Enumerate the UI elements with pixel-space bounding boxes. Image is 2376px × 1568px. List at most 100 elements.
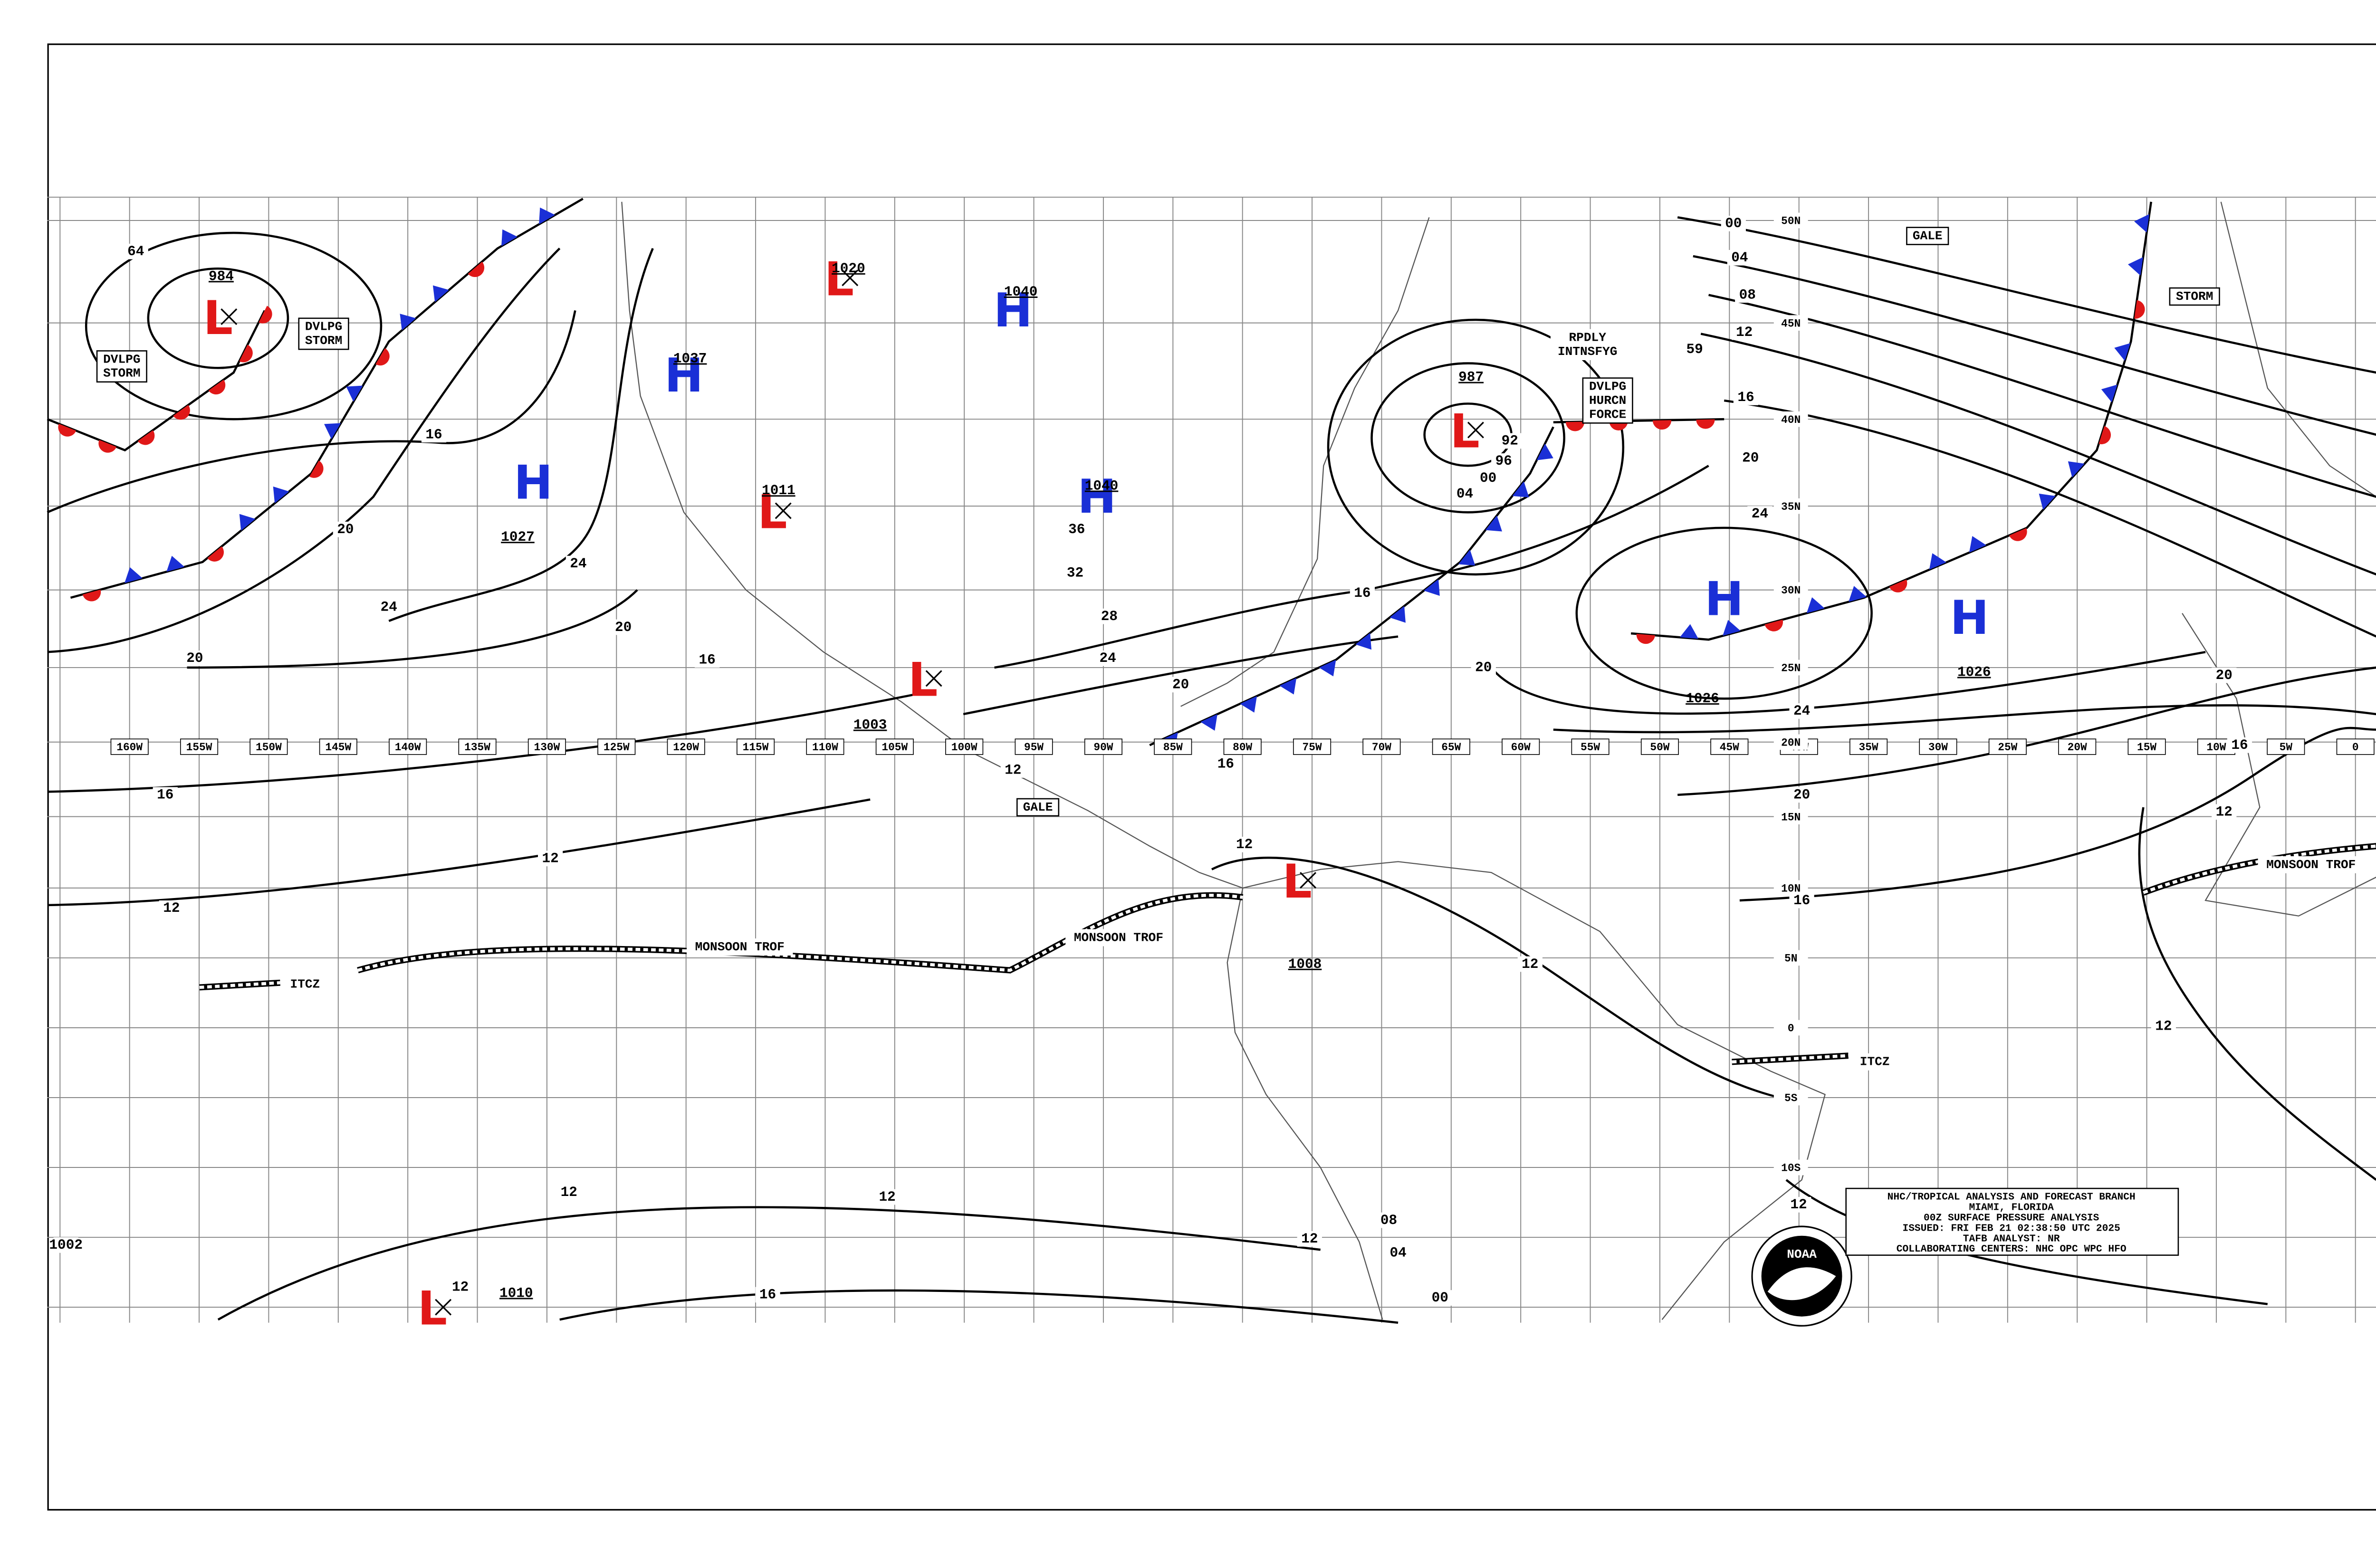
isobar-label-bg xyxy=(1747,506,1772,522)
isobar-label-bg xyxy=(1497,433,1523,449)
feature-label: FORCE xyxy=(1589,407,1626,421)
longitude-label-box xyxy=(1710,738,1749,755)
isobar-label: 16 xyxy=(425,427,442,443)
isobar-label-bg xyxy=(1063,565,1088,581)
cold-front-barb xyxy=(2068,461,2085,478)
cold-front-barb xyxy=(1969,536,1986,553)
feature-label: MONSOON TROF xyxy=(2266,858,2356,872)
isobar-label: 32 xyxy=(1067,565,1083,581)
front-line xyxy=(1630,201,2152,641)
isobar-label-bg xyxy=(53,1237,78,1253)
longitude-label-box xyxy=(110,738,149,755)
latitude-label-box xyxy=(1773,498,1808,514)
isobar-label: 96 xyxy=(1495,453,1512,469)
warm-front-barb xyxy=(1565,421,1585,431)
isobar-label-bg xyxy=(694,652,720,668)
isobar-label: 24 xyxy=(1099,650,1116,666)
isobar-label: 16 xyxy=(2231,737,2248,753)
longitude-label-box xyxy=(945,738,984,755)
isobar-label: 24 xyxy=(1752,506,1768,522)
isobar-label-bg xyxy=(2212,667,2237,683)
isobar-label: 12 xyxy=(879,1189,895,1205)
isobar-label: 24 xyxy=(1793,703,1810,719)
longitude-label: 75W xyxy=(1302,741,1322,754)
isobar-label-bg xyxy=(2227,737,2252,753)
longitude-label: 35W xyxy=(1859,741,1878,754)
latitude-label-box xyxy=(1773,315,1808,331)
warm-front-barb xyxy=(98,440,117,453)
isobar-label: 12 xyxy=(1005,762,1021,778)
labels: 160W 155W 150W 145W 140W 135W 130W 125W 120W 115W… xyxy=(49,212,2375,1336)
isobar-label-bg xyxy=(537,851,563,867)
center-cross xyxy=(775,502,792,519)
longitude-label: 65W xyxy=(1441,741,1461,754)
isobar-label-bg xyxy=(123,243,148,259)
isobar-label-bg xyxy=(1786,1197,1811,1213)
cold-front-barb xyxy=(1536,443,1553,460)
isobar-label-bg xyxy=(1376,1212,1401,1228)
isobar-label-bg xyxy=(153,787,178,803)
feature-label: GALE xyxy=(1913,229,1943,243)
warm-front-barb xyxy=(173,405,190,420)
isobar-label-bg xyxy=(333,521,358,537)
isobar-label-bg xyxy=(1789,703,1814,719)
noaa-logo: NOAA xyxy=(1751,1225,1852,1327)
front-line xyxy=(70,198,584,599)
isobar-label-bg xyxy=(1168,677,1193,693)
central-pressure: 1011 xyxy=(762,483,795,498)
feature-label-box xyxy=(2169,287,2220,306)
feature-label-box xyxy=(96,350,147,383)
central-pressure: 1020 xyxy=(832,261,865,277)
cold-front-barb xyxy=(1240,696,1257,713)
feature-label: DVLPG xyxy=(1589,379,1626,393)
longitude-label-box xyxy=(2058,738,2097,755)
longitude-label-box xyxy=(1015,738,1053,755)
feature-label: DVLPG xyxy=(103,352,140,366)
longitude-label-box xyxy=(597,738,636,755)
isobar-label: 20 xyxy=(337,522,354,537)
warm-front-barb xyxy=(58,423,77,437)
isobar-label: 12 xyxy=(2155,1018,2172,1034)
cold-front-barb xyxy=(1849,586,1867,602)
isobar-label: 59 xyxy=(1686,342,1703,357)
cold-front-barb xyxy=(1458,549,1475,566)
central-pressure: 1040 xyxy=(1085,478,1119,494)
longitude-label: 125W xyxy=(604,741,630,754)
isobar-label-bg xyxy=(565,555,591,572)
isobar-label-bg xyxy=(1735,287,1760,303)
pressure-center-symbol: H xyxy=(514,456,553,510)
isobar-label: 12 xyxy=(452,1279,469,1295)
title-box xyxy=(1845,1187,2179,1256)
warm-front-barb xyxy=(1636,633,1655,644)
feature-label-box xyxy=(1906,227,1949,245)
isobar-label: 36 xyxy=(1068,522,1085,537)
cold-front-barb xyxy=(1200,714,1217,731)
isobar-label-bg xyxy=(1232,837,1257,852)
center-cross xyxy=(220,308,238,325)
title-block: NHC/TROPICAL ANALYSIS AND FORECAST BRANC… xyxy=(1845,1187,2179,1256)
feature-label-box xyxy=(1550,329,1625,361)
cold-front-barb xyxy=(1485,515,1502,532)
title-line: MIAMI, FLORIDA xyxy=(1969,1202,2054,1214)
cold-front-barb xyxy=(2128,257,2143,276)
latitude-label: 45N xyxy=(1781,317,1801,330)
latitude-label-box xyxy=(1773,411,1808,427)
longitude-label-box xyxy=(2127,738,2166,755)
longitude-label-box xyxy=(1084,738,1122,755)
isobar-label: 20 xyxy=(1742,450,1759,466)
warm-front-barb xyxy=(137,430,155,445)
cold-front-barb xyxy=(239,514,256,531)
pressure-center-symbol: L xyxy=(908,653,938,707)
isobar-label-bg xyxy=(1789,787,1814,803)
feature-label: ITCZ xyxy=(290,977,320,991)
isobar-label: 12 xyxy=(1790,1197,1807,1213)
feature-label: GALE xyxy=(1023,800,1053,814)
isobar-label-bg xyxy=(874,1189,900,1205)
longitude-label: 105W xyxy=(881,741,908,754)
title-line: COLLABORATING CENTERS: NHC OPC WPC HFO xyxy=(1897,1243,2127,1255)
longitude-label-box xyxy=(1571,738,1610,755)
title-line: ISSUED: FRI FEB 21 02:38:50 UTC 2025 xyxy=(1902,1223,2120,1234)
trough-fill xyxy=(199,981,280,989)
